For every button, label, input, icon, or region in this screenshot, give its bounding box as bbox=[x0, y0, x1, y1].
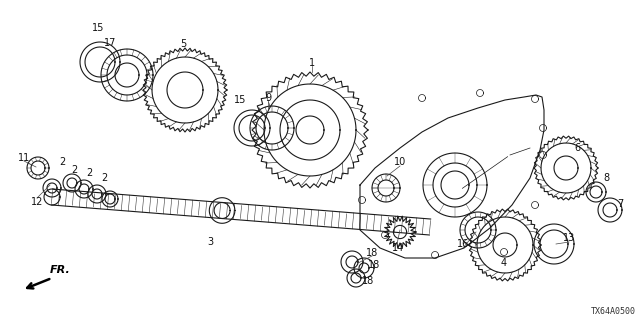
Text: 8: 8 bbox=[603, 173, 609, 183]
Text: 2: 2 bbox=[101, 173, 107, 183]
Text: 18: 18 bbox=[362, 276, 374, 286]
Text: FR.: FR. bbox=[50, 265, 71, 275]
Text: 18: 18 bbox=[368, 260, 380, 270]
Text: 1: 1 bbox=[309, 58, 315, 68]
Text: 2: 2 bbox=[59, 157, 65, 167]
Text: 6: 6 bbox=[574, 143, 580, 153]
Text: 14: 14 bbox=[392, 243, 404, 253]
Text: 15: 15 bbox=[92, 23, 104, 33]
Text: 15: 15 bbox=[234, 95, 246, 105]
Text: 9: 9 bbox=[265, 93, 271, 103]
Text: TX64A0500: TX64A0500 bbox=[591, 308, 636, 316]
Text: 2: 2 bbox=[71, 165, 77, 175]
Text: 18: 18 bbox=[366, 248, 378, 258]
Text: 10: 10 bbox=[394, 157, 406, 167]
Text: 3: 3 bbox=[207, 237, 213, 247]
Text: 4: 4 bbox=[501, 258, 507, 268]
Text: 13: 13 bbox=[563, 233, 575, 243]
Text: 17: 17 bbox=[104, 38, 116, 48]
Text: 7: 7 bbox=[617, 199, 623, 209]
Text: 12: 12 bbox=[31, 197, 43, 207]
Text: 5: 5 bbox=[180, 39, 186, 49]
Text: 16: 16 bbox=[457, 239, 469, 249]
Text: 11: 11 bbox=[18, 153, 30, 163]
Text: 2: 2 bbox=[86, 168, 92, 178]
